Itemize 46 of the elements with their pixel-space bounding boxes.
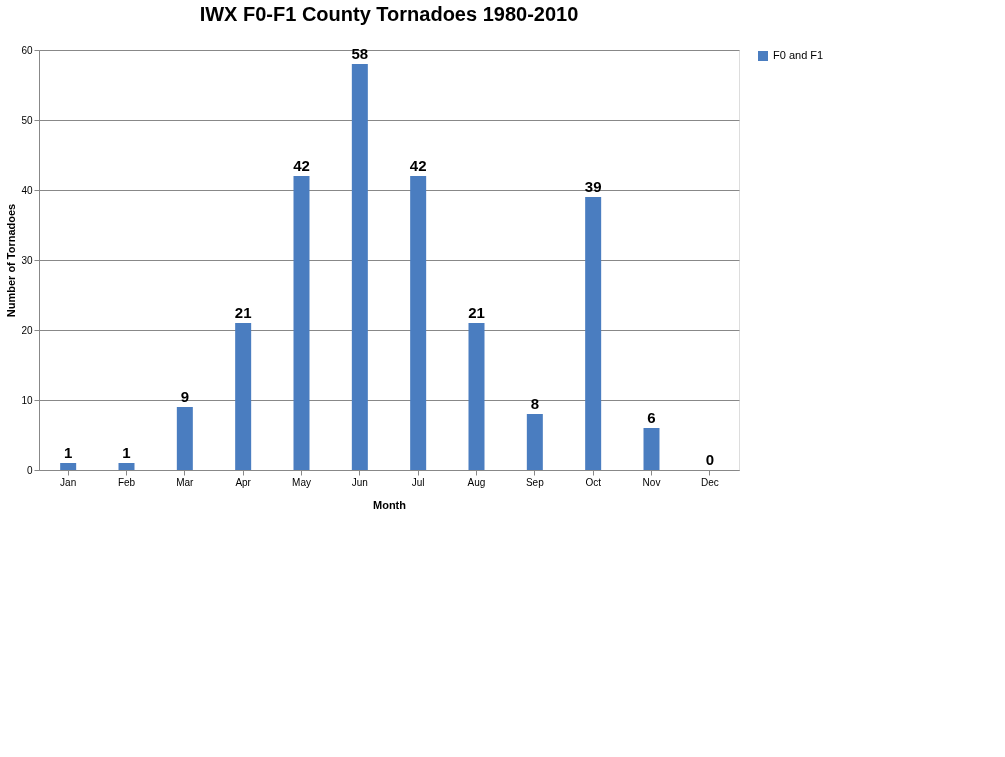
- y-tick-label: 0: [26, 464, 33, 476]
- x-tick-label: Nov: [642, 476, 661, 488]
- x-axis-title: Month: [373, 498, 407, 511]
- data-label: 1: [122, 444, 131, 461]
- x-tick-label: Jun: [351, 476, 368, 488]
- x-tick-label: Apr: [235, 476, 252, 488]
- bar: [60, 463, 77, 470]
- data-label: 6: [647, 409, 656, 426]
- bar: [585, 197, 602, 470]
- bar: [351, 64, 368, 470]
- y-tick-label: 60: [21, 44, 33, 56]
- bar: [526, 414, 543, 470]
- x-tick-label: Oct: [585, 476, 602, 488]
- y-tick-label: 20: [21, 324, 33, 336]
- data-label: 42: [409, 157, 427, 174]
- data-label: 42: [293, 157, 310, 174]
- data-label: 9: [180, 388, 190, 405]
- bar: [235, 323, 252, 470]
- bar: [410, 176, 427, 470]
- data-label: 1: [63, 444, 73, 461]
- data-label: 39: [584, 178, 602, 195]
- data-label: 21: [468, 304, 485, 321]
- x-tick-label: Jul: [411, 476, 425, 488]
- bar: [118, 463, 135, 470]
- y-tick-label: 50: [21, 114, 33, 126]
- bar: [643, 428, 660, 470]
- x-tick-label: Aug: [467, 476, 486, 488]
- chart-title: IWX F0-F1 County Tornadoes 1980-2010: [199, 3, 579, 25]
- x-tick-label: Dec: [700, 476, 719, 488]
- x-tick-label: Jan: [60, 476, 77, 488]
- y-tick-label: 40: [21, 184, 33, 196]
- y-tick-label: 10: [21, 394, 33, 406]
- data-label: 0: [705, 451, 715, 468]
- legend-label: F0 and F1: [773, 49, 824, 61]
- x-tick-label: May: [292, 476, 311, 488]
- data-label: 8: [530, 395, 540, 412]
- x-tick-label: Sep: [525, 476, 545, 488]
- data-label: 21: [234, 304, 252, 321]
- x-tick-label: Mar: [176, 476, 195, 488]
- y-tick-label: 30: [21, 254, 33, 266]
- data-label: 58: [351, 45, 369, 62]
- bar: [468, 323, 485, 470]
- bar: [176, 407, 193, 470]
- x-tick-label: Feb: [117, 476, 136, 488]
- y-axis-title: Number of Tornadoes: [5, 203, 18, 318]
- bar: [293, 176, 310, 470]
